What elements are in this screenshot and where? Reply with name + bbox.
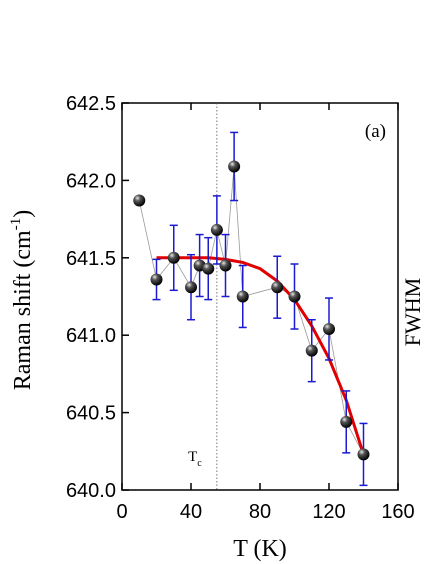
point (185, 281, 197, 294)
y-title-close: ) (10, 210, 36, 218)
point (202, 262, 215, 275)
tc-main: T (188, 449, 197, 465)
point (236, 290, 249, 303)
y-axis-title: Raman shift (cm-1) (8, 210, 36, 390)
tc-label: Tc (188, 449, 202, 469)
y-tick-label: 641.0 (66, 325, 116, 347)
x-tick-label: 120 (312, 501, 345, 523)
x-tick-label: 40 (180, 501, 202, 523)
point (305, 344, 318, 357)
point (219, 259, 232, 272)
x-tick-label: 160 (381, 501, 414, 523)
annotation: (a) (365, 121, 386, 142)
x-tick-label: 80 (249, 501, 271, 523)
tc-sub: c (197, 458, 202, 469)
point (228, 160, 241, 173)
x-axis-title: T (K) (233, 536, 287, 562)
point (133, 194, 146, 207)
point (323, 323, 335, 336)
point (167, 251, 180, 264)
point (210, 223, 223, 236)
y-title-main: Raman shift (cm (10, 230, 36, 390)
y-tick-label: 642.0 (66, 170, 116, 192)
right-axis-title: FWHM (400, 278, 425, 346)
y-title-sup: -1 (8, 218, 24, 231)
point (271, 281, 284, 294)
x-tick-label: 0 (116, 501, 127, 523)
y-tick-label: 640.0 (66, 480, 116, 502)
point (340, 415, 353, 428)
line (138, 166, 364, 455)
y-tick-label: 640.5 (66, 403, 116, 425)
point (288, 290, 301, 303)
point (357, 448, 370, 461)
y-tick-label: 641.5 (66, 248, 116, 270)
point (150, 273, 163, 286)
y-tick-label: 642.5 (66, 93, 116, 115)
